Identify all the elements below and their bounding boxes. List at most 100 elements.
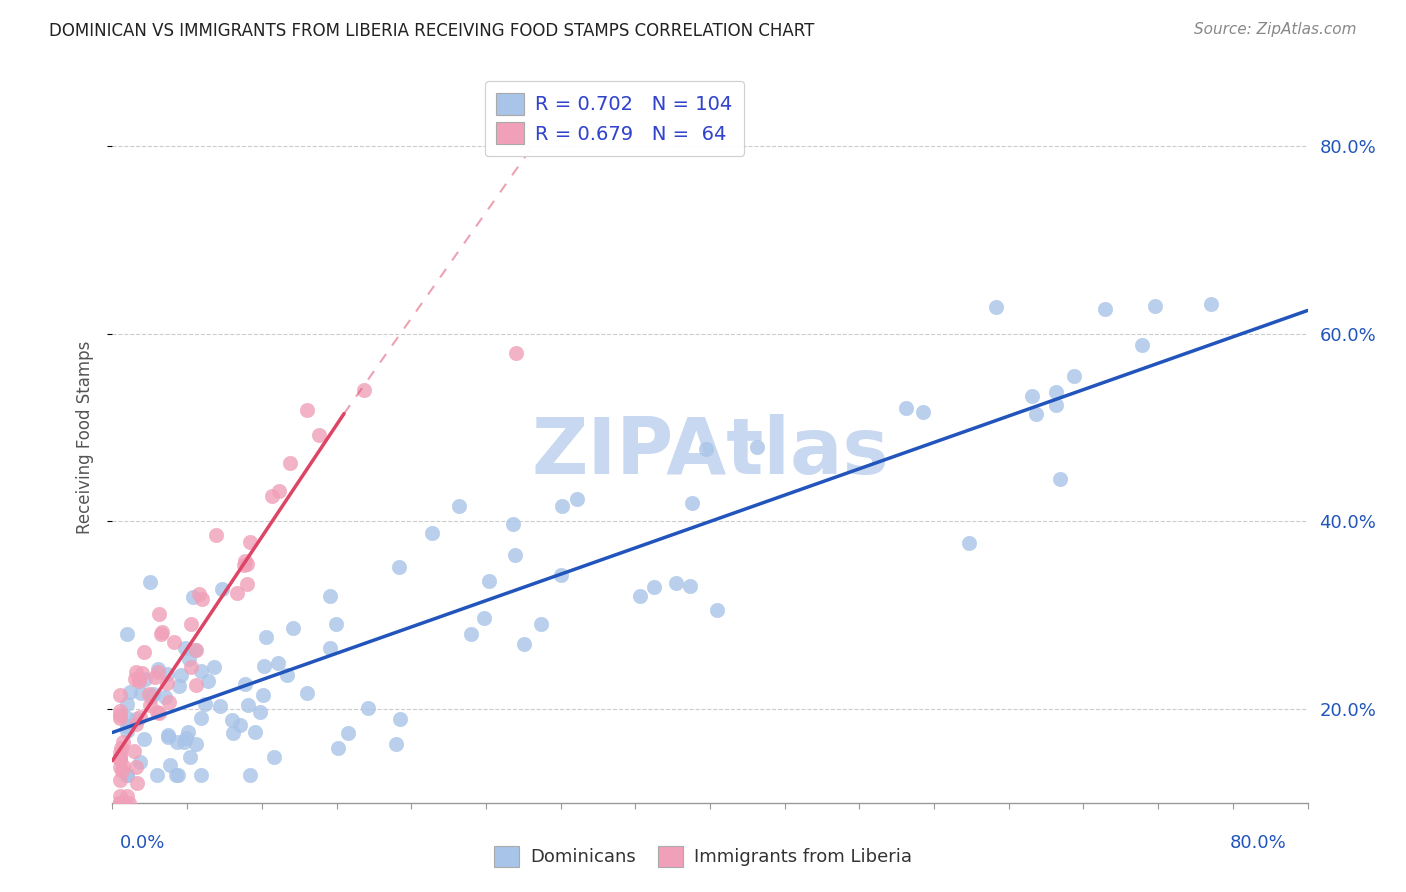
Point [108, 711, 131, 725]
Legend: R = 0.702   N = 104, R = 0.679   N =  64: R = 0.702 N = 104, R = 0.679 N = 64 [485, 81, 744, 156]
Point [146, 665, 169, 679]
Point [205, 527, 228, 541]
Point [232, 558, 254, 572]
Point [108, 750, 131, 764]
Point [472, 611, 495, 625]
Point [128, 674, 150, 689]
Point [221, 713, 243, 727]
Point [262, 489, 284, 503]
Point [108, 760, 131, 774]
Text: 0.0%: 0.0% [120, 834, 165, 852]
Point [165, 767, 187, 781]
Point [239, 534, 262, 549]
Point [117, 719, 139, 733]
Point [108, 796, 131, 810]
Point [117, 767, 139, 781]
Point [145, 767, 167, 781]
Point [388, 560, 411, 574]
Point [117, 767, 139, 781]
Point [186, 678, 208, 692]
Point [111, 796, 134, 810]
Point [550, 568, 572, 582]
Point [132, 645, 155, 659]
Point [319, 640, 342, 655]
Text: DOMINICAN VS IMMIGRANTS FROM LIBERIA RECEIVING FOOD STAMPS CORRELATION CHART: DOMINICAN VS IMMIGRANTS FROM LIBERIA REC… [49, 22, 814, 40]
Point [139, 690, 162, 704]
Point [238, 698, 260, 713]
Point [235, 577, 257, 591]
Point [108, 704, 131, 718]
Point [150, 625, 173, 640]
Point [184, 737, 207, 751]
Point [128, 673, 150, 687]
Point [239, 767, 262, 781]
Point [157, 695, 180, 709]
Point [326, 740, 349, 755]
Point [478, 574, 501, 589]
Point [163, 634, 186, 648]
Point [156, 676, 179, 690]
Point [1021, 389, 1043, 403]
Point [125, 712, 148, 726]
Point [681, 496, 703, 510]
Point [353, 384, 375, 398]
Point [125, 760, 148, 774]
Point [166, 735, 188, 749]
Point [1045, 398, 1067, 412]
Point [249, 705, 271, 719]
Point [108, 752, 131, 766]
Point [139, 574, 162, 589]
Point [551, 499, 574, 513]
Point [156, 667, 179, 681]
Point [202, 660, 225, 674]
Point [108, 752, 131, 766]
Point [278, 456, 301, 470]
Point [108, 772, 131, 787]
Point [148, 706, 170, 720]
Point [191, 591, 214, 606]
Point [695, 442, 717, 456]
Point [173, 641, 195, 656]
Point [128, 756, 150, 770]
Point [108, 789, 131, 803]
Text: 80.0%: 80.0% [1230, 834, 1286, 852]
Point [283, 621, 305, 635]
Point [643, 580, 665, 594]
Point [503, 548, 526, 562]
Point [422, 525, 444, 540]
Point [117, 711, 139, 725]
Point [125, 776, 148, 790]
Point [112, 758, 135, 772]
Point [513, 637, 536, 651]
Point [208, 699, 231, 714]
Point [118, 796, 141, 810]
Point [108, 796, 131, 810]
Point [184, 643, 207, 657]
Point [167, 767, 190, 781]
Point [180, 617, 202, 632]
Point [957, 536, 980, 550]
Point [194, 698, 217, 712]
Point [254, 630, 277, 644]
Point [211, 582, 233, 596]
Point [628, 589, 651, 603]
Y-axis label: Receiving Food Stamps: Receiving Food Stamps [76, 341, 94, 533]
Point [142, 687, 165, 701]
Point [187, 587, 209, 601]
Point [1201, 297, 1223, 311]
Point [138, 687, 160, 701]
Point [295, 403, 318, 417]
Point [229, 718, 252, 732]
Point [197, 673, 219, 688]
Point [111, 735, 134, 749]
Point [252, 688, 274, 702]
Point [986, 300, 1008, 314]
Point [1025, 408, 1047, 422]
Point [132, 731, 155, 746]
Point [181, 591, 204, 605]
Point [449, 499, 471, 513]
Point [125, 665, 148, 680]
Point [118, 685, 141, 699]
Point [502, 517, 524, 532]
Point [233, 677, 256, 691]
